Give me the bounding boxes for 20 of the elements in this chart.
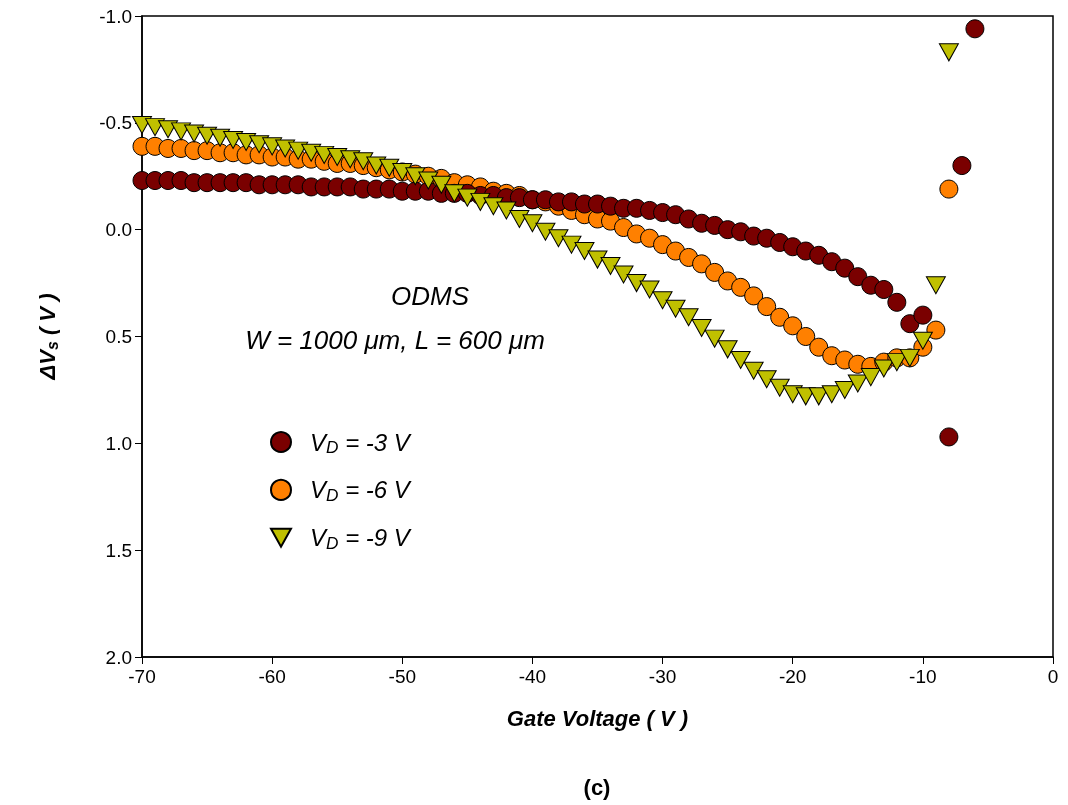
- x-tick-label: -50: [388, 666, 417, 687]
- y-tick-label: 2.0: [105, 646, 132, 668]
- x-tick-label: -30: [648, 666, 677, 687]
- x-tick-label: -10: [909, 666, 937, 687]
- x-tick-label: -70: [128, 666, 156, 687]
- annotation: W = 1000 μm, L = 600 μm: [245, 325, 545, 355]
- x-tick-label: -60: [258, 666, 286, 687]
- y-tick-label: 1.0: [105, 432, 132, 454]
- x-tick-label: 0: [1047, 666, 1059, 687]
- y-tick-label: -1.0: [99, 5, 132, 27]
- y-tick-label: 0.0: [105, 219, 132, 241]
- y-axis-title: ΔVs ( V ): [34, 293, 61, 381]
- x-tick-label: -20: [778, 666, 807, 687]
- text: (c): [583, 774, 611, 800]
- annotation: ODMS: [391, 281, 470, 311]
- y-tick-label: 1.5: [105, 539, 132, 561]
- x-axis-title: Gate Voltage ( V ): [506, 705, 689, 731]
- x-tick-label: -40: [518, 666, 547, 687]
- y-tick-label: -0.5: [99, 112, 132, 134]
- y-tick-label: 0.5: [105, 326, 132, 347]
